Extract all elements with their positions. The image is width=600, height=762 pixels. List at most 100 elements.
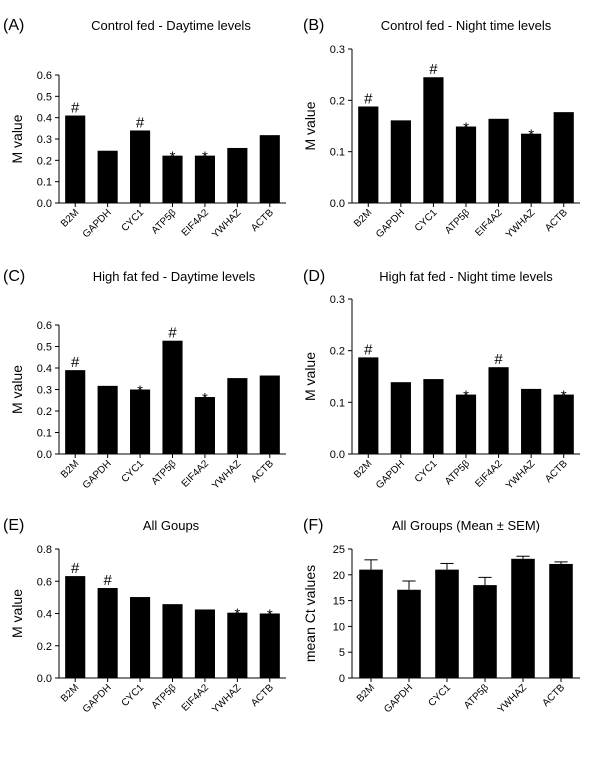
panel-d-y-axis-label: M value [302,352,318,401]
panel-d-bar [553,394,574,454]
panel-a-bar [162,155,183,203]
panel-f-y-tick-label: 20 [333,570,345,582]
panel-a-x-tick-label: CYC1 [120,207,147,234]
panel-a-x-tick-label: B2M [59,207,81,229]
panel-c-bar [259,375,280,454]
panel-e-x-tick-label: GAPDH [81,682,114,715]
panel-b-x-tick-label: CYC1 [413,207,440,234]
panel-f-x-tick-label: ACTB [540,682,567,709]
panel-e-bar [97,588,118,678]
panel-a-bar [194,155,215,203]
panel-e-x-tick-label: ATP5β [150,682,179,711]
panel-e-bar [65,576,86,678]
panel-a-y-tick-label: 0.1 [37,177,52,189]
panel-e-x-tick-label: B2M [59,682,81,704]
panel-f-x-tick-label: YWHAZ [496,682,529,715]
panel-d-x-tick-label: GAPDH [374,458,407,491]
panel-f-y-tick-label: 15 [333,596,345,608]
panel-c-y-tick-label: 0.3 [37,385,52,397]
panel-c-significance-marker: # [71,354,80,371]
panel-d-x-tick-label: B2M [352,458,374,480]
panel-a-letter: (A) [3,17,24,34]
panel-b-x-tick-label: B2M [352,207,374,229]
panel-a-bar [227,147,248,203]
panel-b-bar [521,133,542,203]
panel-b-y-tick-label: 0.2 [330,95,345,107]
panel-d-significance-marker: # [364,341,373,358]
panel-b-bar [358,106,379,203]
panel-e-significance-marker: # [71,560,80,577]
panel-a-significance-marker: # [136,114,145,131]
panel-c-bar [65,370,86,454]
panel-d-x-tick-label: EIF4A2 [473,458,505,490]
panel-c-x-tick-label: CYC1 [120,458,147,485]
panel-a-y-tick-label: 0.3 [37,134,52,146]
panel-e-y-tick-label: 0.4 [37,609,52,621]
panel-e-x-tick-label: ACTB [249,682,276,709]
panel-f-bar [397,589,421,678]
panel-a-x-tick-label: ATP5β [150,207,179,236]
panel-a-y-tick-label: 0.2 [37,155,52,167]
panel-b-y-axis-label: M value [302,101,318,150]
panel-a-bar [130,130,151,203]
panel-c-y-tick-label: 0.5 [37,342,52,354]
panel-a-x-tick-label: YWHAZ [210,207,243,240]
panel-c-x-tick-label: B2M [59,458,81,480]
panel-c-x-tick-label: YWHAZ [210,458,243,491]
panel-a-y-tick-label: 0.0 [37,198,52,210]
panel-c-y-tick-label: 0.1 [37,428,52,440]
panel-d-bar [521,388,542,454]
panel-f-x-tick-label: GAPDH [382,682,415,715]
panel-c-y-tick-label: 0.6 [37,320,52,332]
panel-f-bar [435,569,459,678]
panel-e-y-tick-label: 0.2 [37,641,52,653]
panel-f-title: All Groups (Mean ± SEM) [392,518,540,533]
panel-f-y-tick-label: 0 [339,673,345,685]
panel-c-x-tick-label: ATP5β [150,458,179,487]
panel-f-y-tick-label: 25 [333,544,345,556]
panel-f-y-tick-label: 10 [333,621,345,633]
panel-c-bar [97,385,118,454]
panel-e-significance-marker: * [267,607,273,624]
panel-d-y-tick-label: 0.3 [330,294,345,306]
panel-a-bar [65,115,86,203]
panel-a-significance-marker: # [71,100,80,117]
panel-d-y-tick-label: 0.1 [330,397,345,409]
panel-d-x-tick-label: ATP5β [443,458,472,487]
panel-b-x-tick-label: GAPDH [374,207,407,240]
panel-c-title: High fat fed - Daytime levels [93,269,256,284]
panel-e-significance-marker: # [103,572,112,589]
panel-d-y-tick-label: 0.2 [330,346,345,358]
panel-b-bar [488,118,509,203]
panel-f-y-axis-label: mean Ct values [302,565,318,662]
panel-f-bar [359,569,383,678]
panel-d-x-tick-label: YWHAZ [504,458,537,491]
panel-e-y-tick-label: 0.8 [37,544,52,556]
panel-b-bar [390,120,411,203]
panel-e-x-tick-label: CYC1 [120,682,147,709]
panel-a-y-tick-label: 0.5 [37,91,52,103]
panel-e-y-tick-label: 0.6 [37,576,52,588]
panel-e-bar [162,604,183,678]
panel-c-bar [227,378,248,454]
panel-d-letter: (D) [303,268,325,285]
panel-e-bar [227,612,248,678]
panel-e-title: All Goups [143,518,200,533]
panel-b-bar [553,112,574,203]
panel-b-significance-marker: # [364,90,373,107]
panel-f-x-tick-label: CYC1 [426,682,453,709]
panel-b-significance-marker: * [463,120,469,137]
panel-d-bar [358,357,379,454]
panel-d-significance-marker: * [463,388,469,405]
panel-d-bar [488,367,509,454]
panel-d-bar [390,382,411,454]
panel-e-significance-marker: * [234,606,240,623]
panel-e-bar [130,597,151,678]
panel-f-bar [549,563,573,678]
panel-b-bar [423,77,444,203]
panel-e-y-axis-label: M value [9,589,25,638]
panel-d-significance-marker: # [494,351,503,368]
panel-c-bar [162,340,183,454]
panel-d-significance-marker: * [561,388,567,405]
panel-b-x-tick-label: YWHAZ [504,207,537,240]
